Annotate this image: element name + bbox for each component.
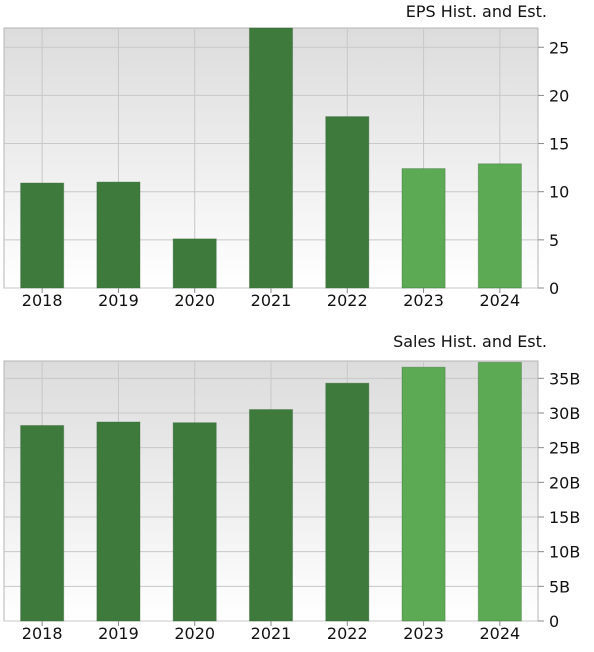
sales-bar-2020 [172, 422, 217, 622]
sales-xtick-label: 2023 [403, 624, 444, 643]
sales-xtick-label: 2018 [22, 624, 63, 643]
eps-xtick-label: 2024 [479, 291, 520, 310]
eps-xtick-label: 2019 [98, 291, 139, 310]
eps-xtick-label: 2018 [22, 291, 63, 310]
eps-bar-2023 [401, 168, 446, 289]
sales-bar-2023 [401, 366, 446, 622]
sales-xtick-label: 2019 [98, 624, 139, 643]
eps-ytick-label: 15 [549, 135, 569, 154]
eps-chart-title: EPS Hist. and Est. [405, 2, 547, 21]
eps-xtick-label: 2023 [403, 291, 444, 310]
sales-bar-2022 [325, 382, 370, 622]
sales-ytick-label: 30B [549, 404, 580, 423]
eps-xtick-label: 2022 [327, 291, 368, 310]
sales-bar-2018 [20, 424, 65, 622]
sales-chart-title: Sales Hist. and Est. [393, 332, 547, 351]
sales-xtick-label: 2020 [174, 624, 215, 643]
sales-bar-2019 [96, 421, 141, 622]
eps-bar-2024 [477, 163, 522, 289]
eps-bar-2019 [96, 181, 141, 289]
eps-xtick-label: 2020 [174, 291, 215, 310]
sales-ytick-label: 20B [549, 473, 580, 492]
sales-ytick-label: 15B [549, 508, 580, 527]
sales-ytick-label: 35B [549, 369, 580, 388]
eps-bar-2020 [172, 238, 217, 289]
sales-chart: Sales Hist. and Est. 0 5B 10B 15B 20B 25B 30B 3… [0, 330, 594, 652]
eps-ytick-label: 25 [549, 38, 569, 57]
sales-xtick-label: 2022 [327, 624, 368, 643]
sales-ytick-label: 10B [549, 543, 580, 562]
sales-chart-plot: 0 5B 10B 15B 20B 25B 30B 35B 2018 2019 2020 2021 202… [3, 360, 580, 643]
eps-xtick-label: 2021 [251, 291, 292, 310]
eps-chart: EPS Hist. and Est. 0 5 10 15 20 25 2018 2019 202… [0, 0, 594, 318]
eps-ytick-label: 0 [549, 279, 559, 298]
sales-xtick-label: 2021 [251, 624, 292, 643]
sales-bar-2021 [248, 409, 294, 622]
eps-bar-2018 [20, 182, 65, 289]
sales-ytick-label: 0 [549, 612, 559, 631]
eps-bar-2022 [325, 116, 370, 289]
eps-ytick-label: 5 [549, 231, 559, 250]
sales-ytick-label: 25B [549, 439, 580, 458]
eps-ytick-label: 10 [549, 183, 569, 202]
eps-ytick-label: 20 [549, 86, 569, 105]
sales-xtick-label: 2024 [479, 624, 520, 643]
eps-chart-plot: 0 5 10 15 20 25 2018 2019 2020 2021 2022 2023 2024 [3, 27, 569, 310]
sales-bar-2024 [477, 361, 522, 622]
eps-bar-2021 [248, 27, 294, 289]
sales-ytick-label: 5B [549, 577, 570, 596]
